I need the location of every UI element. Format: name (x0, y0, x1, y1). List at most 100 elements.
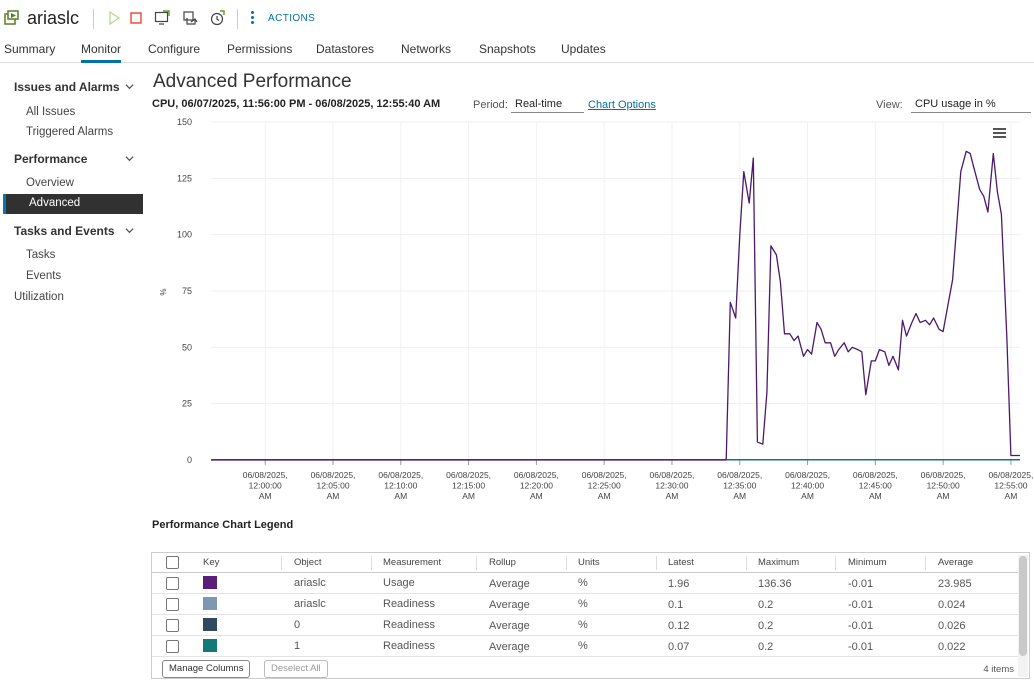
select-all-checkbox[interactable] (166, 556, 179, 569)
column-header-key[interactable]: Key (203, 557, 220, 568)
cell-units: % (578, 640, 588, 652)
sidebar-item-triggered-alarms[interactable]: Triggered Alarms (26, 126, 114, 138)
column-header-rollup[interactable]: Rollup (489, 557, 516, 568)
column-divider[interactable] (656, 556, 657, 570)
y-tick-label: 150 (177, 117, 192, 127)
hamburger-menu-icon[interactable] (993, 128, 1006, 138)
launch-console-icon[interactable] (154, 10, 170, 26)
manage-columns-button[interactable]: Manage Columns (162, 660, 251, 678)
chart-options-link[interactable]: Chart Options (588, 99, 656, 111)
chevron-down-icon[interactable] (125, 82, 134, 91)
cell-rollup: Average (489, 599, 530, 611)
cell-units: % (578, 577, 588, 589)
tab-configure[interactable]: Configure (148, 42, 201, 56)
row-checkbox[interactable] (166, 619, 179, 632)
column-header-maximum[interactable]: Maximum (758, 557, 800, 568)
sidebar-item-advanced[interactable]: Advanced (3, 194, 143, 214)
more-vertical-icon[interactable] (251, 11, 255, 25)
cell-rollup: Average (489, 641, 530, 653)
sidebar-item-events[interactable]: Events (26, 270, 62, 282)
sidebar-group-issues[interactable]: Issues and Alarms (14, 80, 120, 94)
datagrid-footer: Manage Columns Deselect All 4 items (152, 657, 1018, 679)
deselect-all-button[interactable]: Deselect All (264, 660, 328, 678)
chart-grid (211, 121, 1020, 461)
column-header-latest[interactable]: Latest (668, 557, 694, 568)
view-select[interactable]: CPU usage in % (911, 98, 1031, 113)
cell-latest: 0.1 (668, 599, 684, 611)
cell-maximum: 136.36 (758, 578, 792, 590)
y-tick-label: 50 (182, 342, 192, 352)
column-divider[interactable] (281, 556, 282, 570)
vertical-scrollbar[interactable] (1018, 555, 1028, 677)
items-count: 4 items (983, 664, 1014, 675)
tab-updates[interactable]: Updates (561, 42, 606, 56)
header-divider (93, 9, 94, 29)
period-select[interactable]: Real-time (511, 98, 584, 113)
table-row[interactable]: 1 Readiness Average % 0.07 0.2 -0.01 0.0… (152, 636, 1018, 657)
tab-permissions[interactable]: Permissions (227, 42, 293, 56)
y-tick-label: 125 (177, 173, 192, 183)
row-checkbox[interactable] (166, 640, 179, 653)
series-color-swatch (203, 597, 217, 610)
x-tick-label: 06/08/2025, 12:20:00 AM (514, 470, 559, 501)
vm-name: ariaslc (27, 8, 80, 28)
sidebar-group-performance[interactable]: Performance (14, 152, 88, 166)
sidebar-item-all-issues[interactable]: All Issues (26, 106, 76, 118)
x-tick-label: 06/08/2025, 12:30:00 AM (650, 470, 695, 501)
datagrid-header: Key Object Measurement Rollup Units Late… (152, 553, 1018, 573)
snapshot-icon[interactable] (209, 10, 225, 26)
power-off-icon[interactable] (128, 10, 144, 26)
series-color-swatch (203, 639, 217, 652)
sidebar-item-tasks[interactable]: Tasks (26, 249, 56, 261)
chevron-down-icon[interactable] (125, 226, 134, 235)
sidebar-group-tasks-events[interactable]: Tasks and Events (14, 224, 115, 238)
cell-measurement: Readiness (383, 640, 435, 652)
sidebar-item-utilization[interactable]: Utilization (14, 291, 64, 303)
cell-rollup: Average (489, 620, 530, 632)
column-header-measurement[interactable]: Measurement (383, 557, 442, 568)
row-checkbox[interactable] (166, 598, 179, 611)
row-checkbox[interactable] (166, 577, 179, 590)
cell-measurement: Readiness (383, 619, 435, 631)
sidebar-item-overview[interactable]: Overview (26, 177, 74, 189)
period-label: Period: (473, 99, 508, 111)
cell-object: ariaslc (294, 577, 326, 589)
column-divider[interactable] (476, 556, 477, 570)
x-tick-label: 06/08/2025, 12:35:00 AM (717, 470, 762, 501)
x-tick-label: 06/08/2025, 12:55:00 AM (988, 470, 1033, 501)
table-row[interactable]: ariaslc Usage Average % 1.96 136.36 -0.0… (152, 573, 1018, 594)
column-header-units[interactable]: Units (578, 557, 600, 568)
series-color-swatch (203, 576, 217, 589)
cell-average: 0.024 (938, 599, 966, 611)
cell-average: 0.022 (938, 641, 966, 653)
table-row[interactable]: 0 Readiness Average % 0.12 0.2 -0.01 0.0… (152, 615, 1018, 636)
page-title: Advanced Performance (153, 71, 352, 92)
tab-networks[interactable]: Networks (401, 42, 452, 56)
power-on-icon[interactable] (106, 10, 122, 26)
column-header-average[interactable]: Average (938, 557, 974, 568)
x-tick-label: 06/08/2025, 12:50:00 AM (921, 470, 966, 501)
tab-snapshots[interactable]: Snapshots (479, 42, 536, 56)
column-divider[interactable] (371, 556, 372, 570)
x-tick-label: 06/08/2025, 12:10:00 AM (378, 470, 423, 501)
series-line (211, 150, 1020, 461)
column-header-object[interactable]: Object (294, 557, 322, 568)
chevron-down-icon[interactable] (125, 154, 134, 163)
monitor-sidebar: Issues and Alarms All Issues Triggered A… (0, 63, 145, 688)
table-row[interactable]: ariaslc Readiness Average % 0.1 0.2 -0.0… (152, 594, 1018, 615)
view-label: View: (876, 99, 903, 111)
legend-datagrid: Key Object Measurement Rollup Units Late… (151, 552, 1030, 679)
column-divider[interactable] (746, 556, 747, 570)
cell-object: 0 (294, 619, 301, 631)
column-divider[interactable] (835, 556, 836, 570)
tab-monitor[interactable]: Monitor (81, 42, 122, 63)
column-divider[interactable] (566, 556, 567, 570)
actions-menu-button[interactable]: ACTIONS (268, 13, 316, 24)
column-header-minimum[interactable]: Minimum (848, 557, 887, 568)
tab-datastores[interactable]: Datastores (316, 42, 375, 56)
y-axis-label: % (159, 288, 168, 295)
scrollbar-thumb[interactable] (1019, 556, 1027, 656)
tab-summary[interactable]: Summary (4, 42, 56, 56)
column-divider[interactable] (925, 556, 926, 570)
migrate-icon[interactable] (182, 10, 198, 26)
